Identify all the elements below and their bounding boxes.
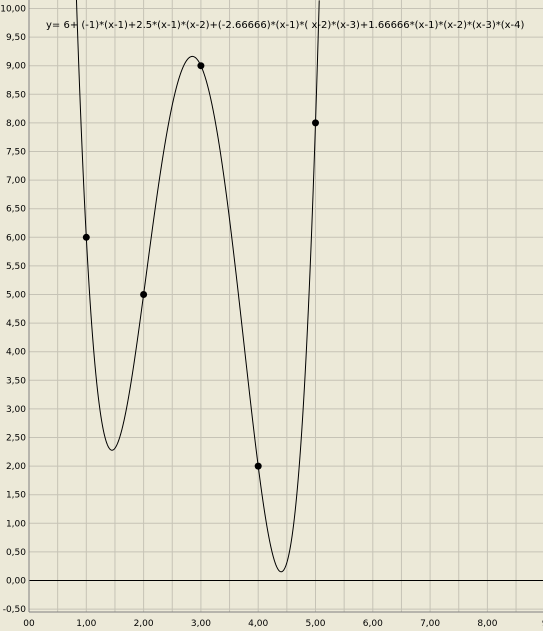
data-point: [312, 119, 319, 127]
x-tick-label: 3,00: [191, 619, 211, 629]
data-point: [197, 62, 205, 70]
y-tick-label: 7,00: [6, 176, 26, 186]
x-tick-label: 1,00: [76, 619, 96, 629]
x-tick-label: 9: [542, 619, 543, 629]
y-tick-label: 7,50: [6, 148, 26, 158]
y-tick-label: 5,50: [6, 262, 26, 272]
x-tick-label: 00: [23, 619, 35, 629]
x-tick-label: 7,00: [420, 619, 440, 629]
y-tick-label: 0,00: [6, 577, 26, 587]
y-tick-label: -0,50: [3, 605, 27, 615]
formula-label: y= 6+ (-1)*(x-1)+2.5*(x-1)*(x-2)+(-2.666…: [46, 20, 525, 31]
tick-labels: -0,50 0,00 0,50 1,00 1,50 2,00 2,50 3,00 3,50 4,0…: [0, 5, 543, 630]
data-point: [82, 233, 90, 241]
y-tick-label: 10,00: [0, 5, 26, 15]
y-tick-label: 4,00: [6, 348, 26, 358]
y-tick-label: 1,50: [6, 491, 26, 501]
y-tick-label: 8,50: [6, 90, 26, 100]
x-tick-label: 5,00: [305, 619, 325, 629]
y-tick-label: 6,00: [6, 233, 26, 243]
data-point: [254, 462, 262, 470]
y-tick-label: 5,00: [6, 291, 26, 301]
axes: [28, 0, 543, 613]
y-tick-label: 4,50: [6, 319, 26, 329]
x-tick-label: 8,00: [477, 619, 497, 629]
polynomial-curve: [75, 0, 320, 573]
y-tick-label: 2,50: [6, 434, 26, 444]
y-tick-label: 9,50: [6, 33, 26, 43]
curve-layer: [75, 0, 320, 573]
y-tick-label: 2,00: [6, 462, 26, 472]
x-tick-label: 2,00: [134, 619, 154, 629]
data-point: [140, 291, 148, 298]
y-tick-label: 3,00: [6, 405, 26, 415]
points-layer: [82, 62, 319, 470]
y-tick-label: 1,00: [6, 519, 26, 529]
y-tick-label: 8,00: [6, 119, 26, 129]
y-tick-label: 9,00: [6, 62, 26, 72]
grid-lines: [29, 0, 543, 612]
y-tick-label: 3,50: [6, 376, 26, 386]
x-tick-label: 6,00: [363, 619, 383, 629]
x-tick-label: 4,00: [248, 619, 268, 629]
y-tick-label: 6,50: [6, 205, 26, 215]
y-tick-label: 0,50: [6, 548, 26, 558]
